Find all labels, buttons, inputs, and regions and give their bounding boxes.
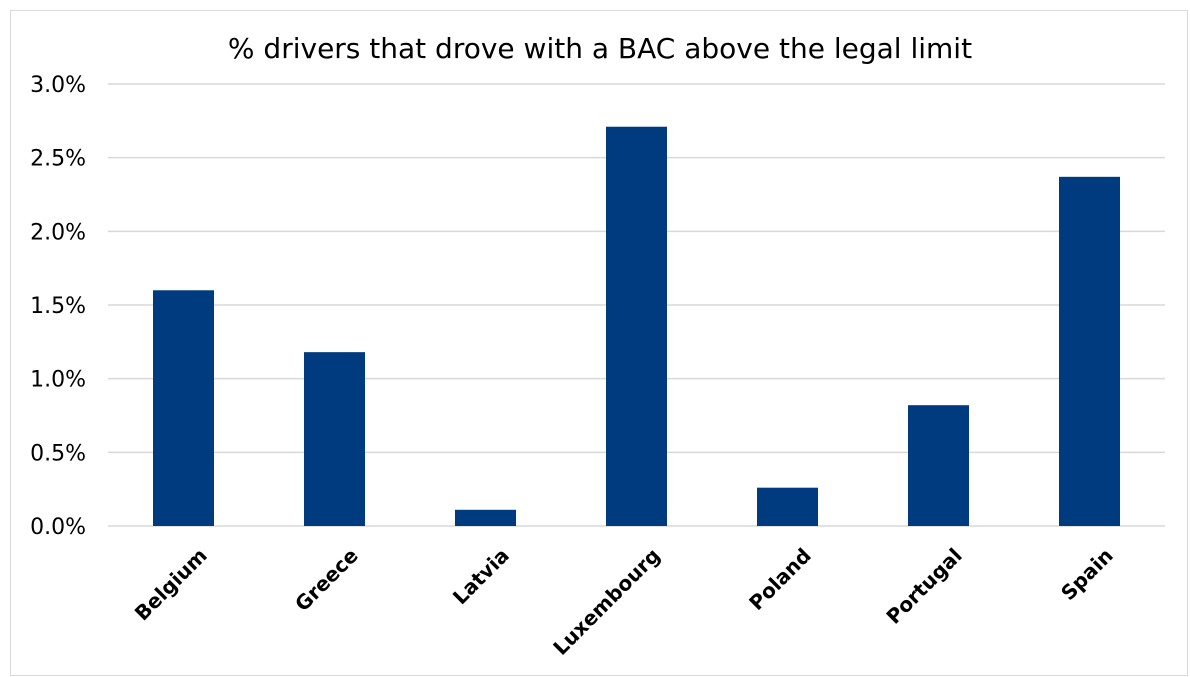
y-tick-label: 1.0% — [30, 368, 86, 393]
y-tick-label: 3.0% — [30, 73, 86, 98]
bar-luxembourg — [606, 126, 667, 526]
y-tick-label: 0.5% — [30, 441, 86, 466]
bar-poland — [757, 487, 818, 526]
bar-belgium — [153, 290, 214, 526]
bars — [153, 126, 1120, 526]
y-tick-label: 1.5% — [30, 294, 86, 319]
x-tick-label: Spain — [1056, 543, 1118, 605]
y-axis-ticks: 0.0% 0.5% 1.0% 1.5% 2.0% 2.5% 3.0% — [30, 73, 86, 540]
x-tick-label: Latvia — [448, 543, 514, 609]
bar-greece — [304, 352, 365, 526]
bar-spain — [1059, 176, 1120, 526]
x-tick-label: Belgium — [130, 543, 212, 625]
x-tick-label: Luxembourg — [548, 543, 665, 660]
y-tick-label: 0.0% — [30, 515, 86, 540]
x-axis-ticks: Belgium Greece Latvia Luxembourg Poland Portu… — [130, 543, 1118, 660]
y-tick-label: 2.5% — [30, 147, 86, 172]
y-tick-label: 2.0% — [30, 220, 86, 245]
x-tick-label: Greece — [290, 543, 363, 616]
bar-portugal — [908, 405, 969, 526]
x-tick-label: Poland — [744, 543, 816, 615]
x-tick-label: Portugal — [881, 543, 966, 628]
chart-title: % drivers that drove with a BAC above th… — [228, 32, 972, 65]
bar-latvia — [455, 509, 516, 526]
